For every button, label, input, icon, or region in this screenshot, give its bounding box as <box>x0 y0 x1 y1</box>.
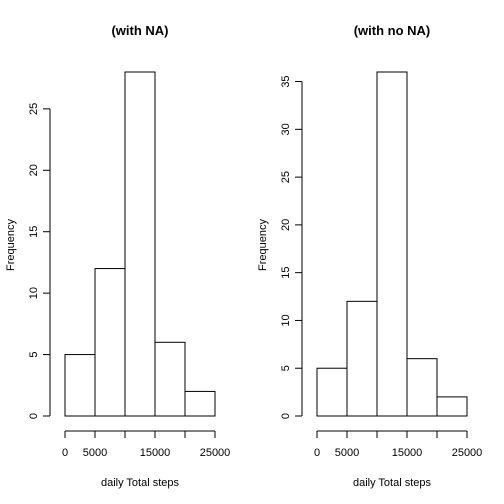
histogram-bar <box>154 341 186 417</box>
histogram-bar <box>346 300 378 417</box>
histogram-bar <box>406 358 438 417</box>
histogram-bar <box>124 71 156 417</box>
x-tick-label: 0 <box>62 447 68 459</box>
y-tick-label: 20 <box>28 164 40 176</box>
histogram-bar <box>376 71 408 417</box>
x-tick-label: 25000 <box>452 447 483 459</box>
x-tick-label: 5000 <box>335 447 359 459</box>
y-axis-label: Frequency <box>257 219 269 271</box>
y-tick-label: 35 <box>280 75 292 87</box>
x-tick-label: 25000 <box>200 447 231 459</box>
y-tick-label: 5 <box>28 352 40 358</box>
y-tick-label: 15 <box>28 226 40 238</box>
chart-title: (with no NA) <box>354 23 431 38</box>
y-tick-label: 0 <box>28 413 40 419</box>
histogram-bar <box>316 367 348 417</box>
y-tick-label: 15 <box>280 267 292 279</box>
y-tick-label: 25 <box>28 103 40 115</box>
x-axis-label: daily Total steps <box>101 477 180 489</box>
histogram-with-na: (with NA) daily Total steps Frequency 0 5… <box>5 23 230 489</box>
y-tick-label: 5 <box>280 365 292 371</box>
chart-title: (with NA) <box>111 23 168 38</box>
histogram-bar <box>94 268 126 417</box>
histogram-bar <box>436 396 468 417</box>
histogram-bar <box>184 390 216 417</box>
x-tick-label: 0 <box>314 447 320 459</box>
y-tick-label: 25 <box>280 171 292 183</box>
histogram-bar <box>64 354 96 417</box>
x-tick-label: 5000 <box>83 447 107 459</box>
x-tick-label: 15000 <box>392 447 423 459</box>
x-tick-label: 15000 <box>140 447 171 459</box>
y-tick-label: 0 <box>280 413 292 419</box>
y-axis-label: Frequency <box>5 219 17 271</box>
histogram-with-no-na: (with no NA) daily Total steps Frequency… <box>257 23 482 489</box>
y-tick-label: 20 <box>280 219 292 231</box>
y-tick-label: 10 <box>280 314 292 326</box>
y-tick-label: 10 <box>28 287 40 299</box>
y-tick-label: 30 <box>280 123 292 135</box>
x-axis-label: daily Total steps <box>353 477 432 489</box>
